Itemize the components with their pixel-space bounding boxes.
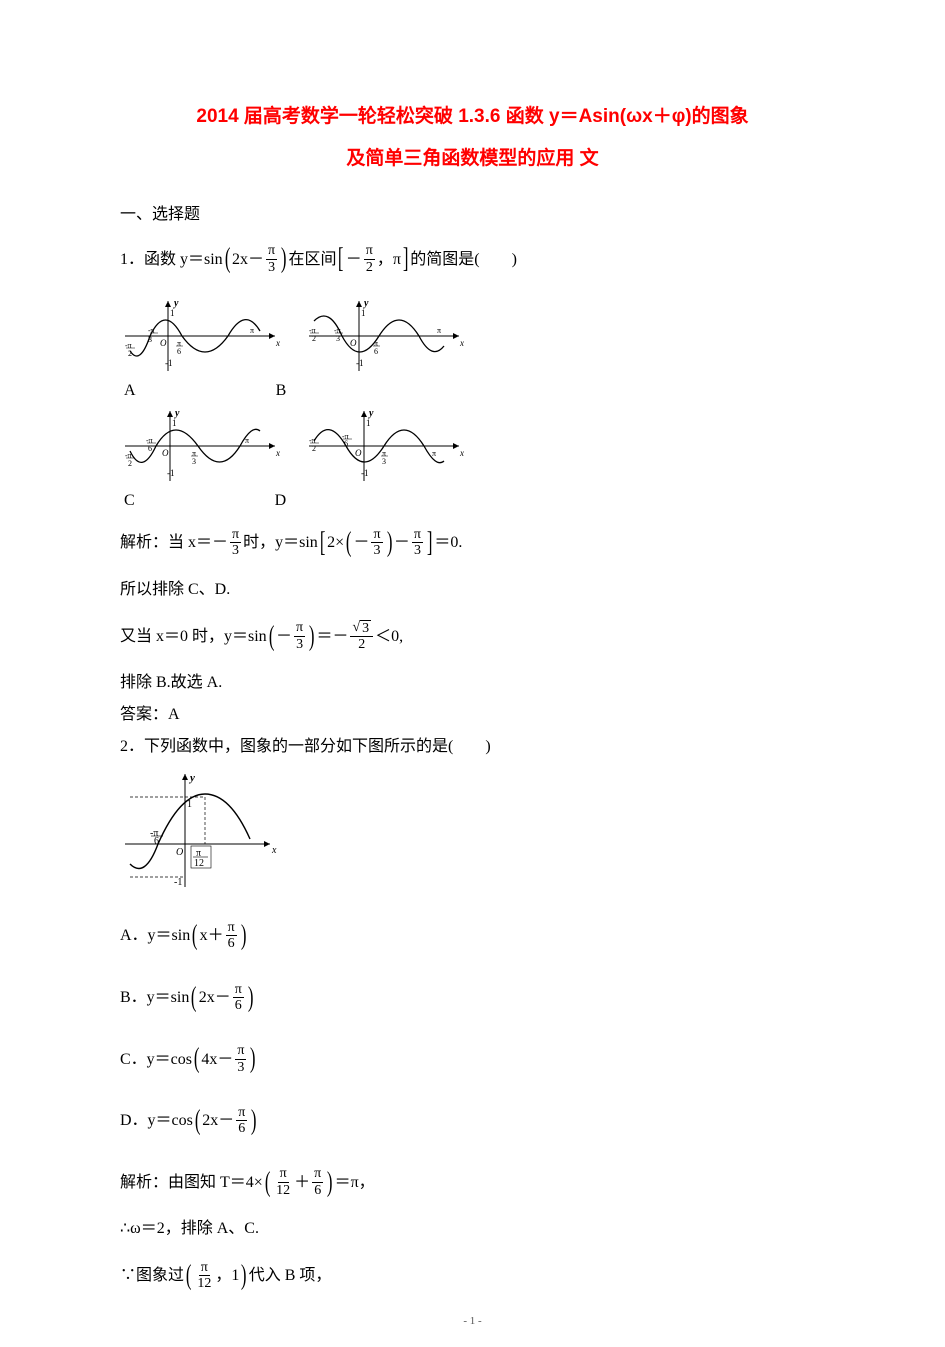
q1-exp-3: 又当 x＝0 时，y＝sin ( － π3 ) ＝－ √3 2 ＜0, [120, 606, 825, 668]
svg-text:O: O [350, 338, 357, 348]
svg-text:2: 2 [128, 349, 132, 358]
paren-left: ( [225, 228, 231, 290]
q1-exp-1: 解析：当 x＝－ π3 时，y＝sin [ 2× ( － π3 ) － π3 ]… [120, 512, 825, 574]
svg-text:-1: -1 [167, 468, 175, 478]
svg-text:x: x [459, 448, 464, 458]
svg-text:6: 6 [374, 347, 378, 356]
q1-exp-4: 排除 B.故选 A. [120, 667, 825, 699]
q1-range-left: － [346, 242, 362, 277]
q1-exp-2: 所以排除 C、D. [120, 574, 825, 606]
svg-text:2: 2 [312, 334, 316, 343]
svg-text:π: π [250, 326, 254, 335]
label-c: C [124, 492, 135, 510]
q2-opt-b: B．y＝sin ( 2x－ π6 ) [120, 967, 825, 1029]
svg-text:12: 12 [194, 858, 204, 869]
svg-text:3: 3 [382, 457, 386, 466]
svg-text:-1: -1 [356, 358, 364, 368]
svg-text:1: 1 [366, 418, 371, 428]
svg-text:1: 1 [170, 308, 175, 318]
svg-text:π: π [432, 449, 436, 458]
svg-text:x: x [459, 338, 464, 348]
q2-opt-c: C．y＝cos ( 4x－ π3 ) [120, 1028, 825, 1090]
q1-frac1: π 3 [266, 243, 277, 275]
svg-text:1: 1 [172, 418, 177, 428]
graph-d: x y 1 -π 2 -π 6 O π 3 π -1 [304, 406, 464, 486]
q1-suffix: 的简图是( ) [410, 242, 517, 277]
q2-exp-3: ∵图象过 ( π12 ，1 ) 代入 B 项， [120, 1245, 825, 1307]
svg-text:1: 1 [361, 308, 366, 318]
label-row-ab: A B [120, 382, 825, 400]
paren-right: ) [281, 228, 287, 290]
svg-text:6: 6 [344, 439, 348, 448]
q1-stem: 1．函数 y＝sin ( 2x－ π 3 ) 在区间 [ － π 2 ，π ] … [120, 228, 825, 290]
svg-text:π: π [245, 436, 249, 445]
svg-text:π: π [437, 326, 441, 335]
graph-b: x y 1 -π 2 -π 3 O π 6 π -1 [304, 296, 464, 376]
bracket-right: ] [403, 228, 409, 290]
q2-stem: 2．下列函数中，图象的一部分如下图所示的是( ) [120, 731, 825, 763]
svg-text:2: 2 [128, 459, 132, 468]
svg-text:3: 3 [336, 334, 340, 343]
svg-text:2: 2 [312, 444, 316, 453]
graph-a: x y 1 -π 3 -π 2 O π 6 π -1 [120, 296, 280, 376]
svg-text:1: 1 [187, 799, 192, 810]
q1-inner: 2x－ [232, 242, 264, 277]
svg-text:x: x [275, 338, 280, 348]
graph-row-cd: x y 1 -π 2 -π 6 O π 3 π -1 x y 1 -π 2 -π… [120, 406, 825, 486]
svg-text:3: 3 [192, 457, 196, 466]
svg-text:O: O [162, 448, 169, 458]
label-d: D [275, 492, 287, 510]
title-line1: 2014 届高考数学一轮轻松突破 1.3.6 函数 y＝Asin(ωx＋φ)的图… [120, 100, 825, 134]
section-heading: 一、选择题 [120, 200, 825, 224]
q1-mid: 在区间 [288, 242, 336, 277]
graph-c: x y 1 -π 2 -π 6 O π 3 π -1 [120, 406, 280, 486]
graph-row-ab: x y 1 -π 3 -π 2 O π 6 π -1 x y 1 -π 2 -π… [120, 296, 825, 376]
svg-text:O: O [176, 847, 183, 858]
svg-text:O: O [160, 338, 167, 348]
svg-text:-π: -π [148, 326, 155, 335]
label-b: B [276, 382, 287, 400]
bracket-left: [ [338, 228, 344, 290]
q2-opt-a: A．y＝sin ( x＋ π6 ) [120, 905, 825, 967]
svg-text:-1: -1 [361, 468, 369, 478]
q1-answer: 答案：A [120, 699, 825, 731]
svg-text:-1: -1 [174, 877, 182, 888]
svg-text:x: x [275, 448, 280, 458]
label-a: A [124, 382, 136, 400]
q2-exp-1: 解析：由图知 T＝4× ( π12 ＋ π6 ) ＝π， [120, 1152, 825, 1214]
svg-text:3: 3 [148, 335, 152, 344]
svg-text:x: x [271, 845, 277, 856]
svg-text:-1: -1 [165, 358, 173, 368]
graph-q2: x y 1 -π 6 O π 12 -1 [120, 769, 280, 894]
q2-exp-2: ∴ω＝2，排除 A、C. [120, 1213, 825, 1245]
svg-text:6: 6 [177, 347, 181, 356]
svg-text:6: 6 [154, 836, 159, 847]
q1-range-frac1: π 2 [364, 243, 375, 275]
q2-opt-d: D．y＝cos ( 2x－ π6 ) [120, 1090, 825, 1152]
page-number: - 1 - [463, 1315, 481, 1327]
q1-prefix: 1．函数 y＝sin [120, 242, 223, 277]
svg-text:O: O [355, 448, 362, 458]
q1-range-sep: ，π [377, 242, 401, 277]
svg-text:6: 6 [148, 444, 152, 453]
title-line2: 及简单三角函数模型的应用 文 [120, 142, 825, 176]
svg-text:y: y [188, 772, 195, 784]
label-row-cd: C D [120, 492, 825, 510]
